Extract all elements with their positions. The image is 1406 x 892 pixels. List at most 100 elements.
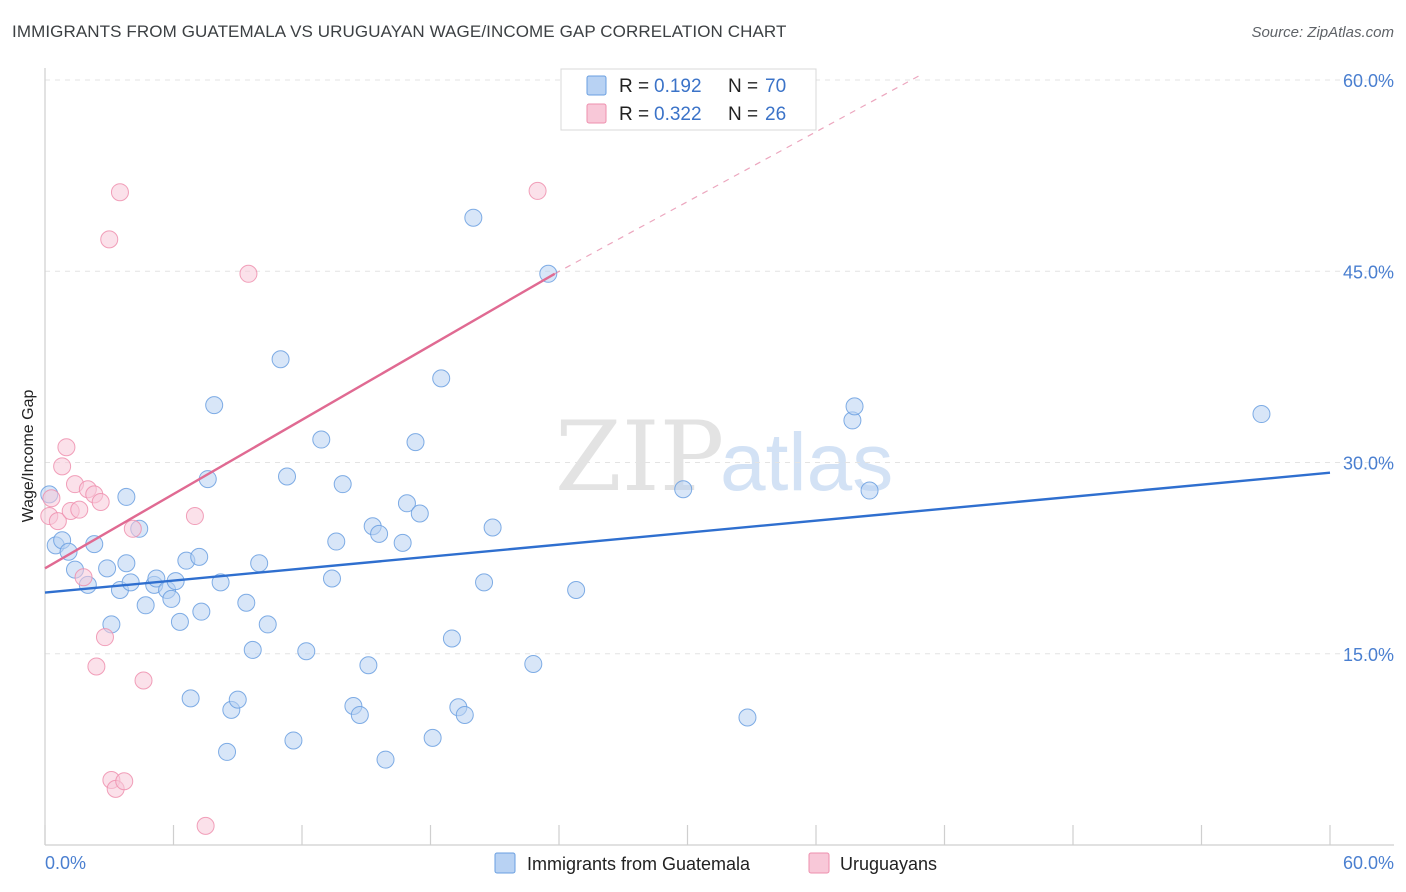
point-uruguayans-17 [110,183,129,202]
point-guatemala-27 [211,573,230,592]
series-legend-label-guatemala: Immigrants from Guatemala [527,854,751,874]
chart-title: IMMIGRANTS FROM GUATEMALA VS URUGUAYAN W… [12,22,787,41]
point-guatemala-35 [271,350,290,369]
series-legend-swatch-uruguayans [808,852,830,874]
point-uruguayans-13 [95,628,114,647]
legend-r-label-1: R = [619,76,649,97]
y-tick-label-30: 30.0% [1343,454,1394,474]
series-legend-swatch-guatemala [494,852,516,874]
legend-swatch-uruguayans [586,103,607,124]
point-guatemala-58 [464,208,483,227]
point-uruguayans-23 [239,264,258,283]
point-guatemala-32 [243,640,262,659]
series-points [40,181,1271,835]
point-guatemala-59 [475,573,494,592]
y-tick-label-60: 60.0% [1343,71,1394,91]
point-guatemala-52 [410,504,429,523]
x-axis-ticks [44,825,1331,845]
point-guatemala-41 [327,532,346,551]
point-uruguayans-22 [196,816,215,835]
point-guatemala-37 [284,731,303,750]
point-uruguayans-1 [42,489,61,508]
point-uruguayans-7 [70,500,89,519]
point-uruguayans-12 [91,493,110,512]
point-guatemala-63 [567,581,586,599]
point-guatemala-28 [218,742,237,761]
stats-legend: R = 0.192 N = 70 R = 0.322 N = 26 [560,68,817,131]
legend-r-label-2: R = [619,104,649,125]
point-guatemala-12 [121,573,140,592]
x-tick-label-min: 0.0% [45,853,86,873]
point-uruguayans-19 [123,519,142,538]
point-uruguayans-4 [57,438,76,457]
point-uruguayans-14 [100,230,119,249]
point-guatemala-44 [350,705,369,724]
point-guatemala-20 [170,612,189,631]
point-guatemala-40 [322,569,341,588]
point-guatemala-38 [297,642,316,661]
point-guatemala-42 [333,475,352,494]
point-guatemala-68 [860,481,879,500]
point-guatemala-67 [845,397,864,416]
point-guatemala-65 [738,708,757,727]
y-axis-label: Wage/Income Gap [20,390,37,523]
trend-line-guatemala [44,471,1331,594]
point-uruguayans-3 [53,457,72,476]
point-uruguayans-8 [74,568,93,587]
point-guatemala-18 [162,589,181,608]
point-guatemala-26 [205,396,224,415]
point-guatemala-10 [117,487,136,506]
point-guatemala-14 [136,596,155,615]
point-guatemala-23 [190,547,209,566]
legend-n-label-2: N = [728,104,758,125]
point-guatemala-50 [397,494,416,513]
y-tick-labels: 15.0% 30.0% 45.0% 60.0% [1343,71,1394,665]
watermark-zip: ZIP [555,401,724,513]
point-guatemala-49 [393,533,412,552]
point-guatemala-51 [406,433,425,452]
point-uruguayans-20 [134,671,153,690]
legend-r-value-2: 0.322 [654,104,702,125]
point-guatemala-61 [524,654,543,673]
point-guatemala-33 [250,554,269,573]
trend-extension-uruguayans [554,73,924,275]
point-guatemala-53 [423,728,442,747]
source-credit: Source: ZipAtlas.com [1251,24,1394,41]
gridlines [45,79,1394,655]
point-guatemala-45 [359,656,378,675]
point-guatemala-55 [442,629,461,648]
point-guatemala-69 [1252,405,1271,424]
point-guatemala-57 [455,705,474,724]
series-legend: Immigrants from Guatemala Uruguayans [494,852,937,874]
point-guatemala-64 [674,480,693,499]
point-guatemala-62 [539,264,558,283]
legend-n-label-1: N = [728,76,758,97]
y-tick-label-15: 15.0% [1343,645,1394,665]
legend-swatch-guatemala [586,75,607,96]
point-guatemala-22 [181,689,200,708]
legend-n-value-1: 70 [765,76,786,97]
legend-r-value-1: 0.192 [654,76,702,97]
point-guatemala-36 [278,467,297,486]
trend-lines [44,73,1331,594]
point-uruguayans-18 [115,772,134,791]
x-tick-label-max: 60.0% [1343,853,1394,873]
series-legend-label-uruguayans: Uruguayans [840,854,937,874]
point-uruguayans-21 [185,507,204,526]
y-tick-label-45: 45.0% [1343,262,1394,282]
legend-n-value-2: 26 [765,104,786,125]
point-uruguayans-11 [87,657,106,676]
point-guatemala-39 [312,430,331,449]
point-guatemala-60 [483,518,502,537]
trend-line-uruguayans [44,272,556,570]
point-uruguayans-2 [48,512,67,531]
point-guatemala-24 [192,602,211,621]
point-guatemala-47 [370,524,389,543]
point-guatemala-30 [228,690,247,709]
point-guatemala-54 [432,369,451,388]
point-guatemala-11 [117,554,136,573]
point-guatemala-7 [98,559,117,578]
point-uruguayans-24 [528,181,547,200]
point-guatemala-34 [258,615,277,634]
